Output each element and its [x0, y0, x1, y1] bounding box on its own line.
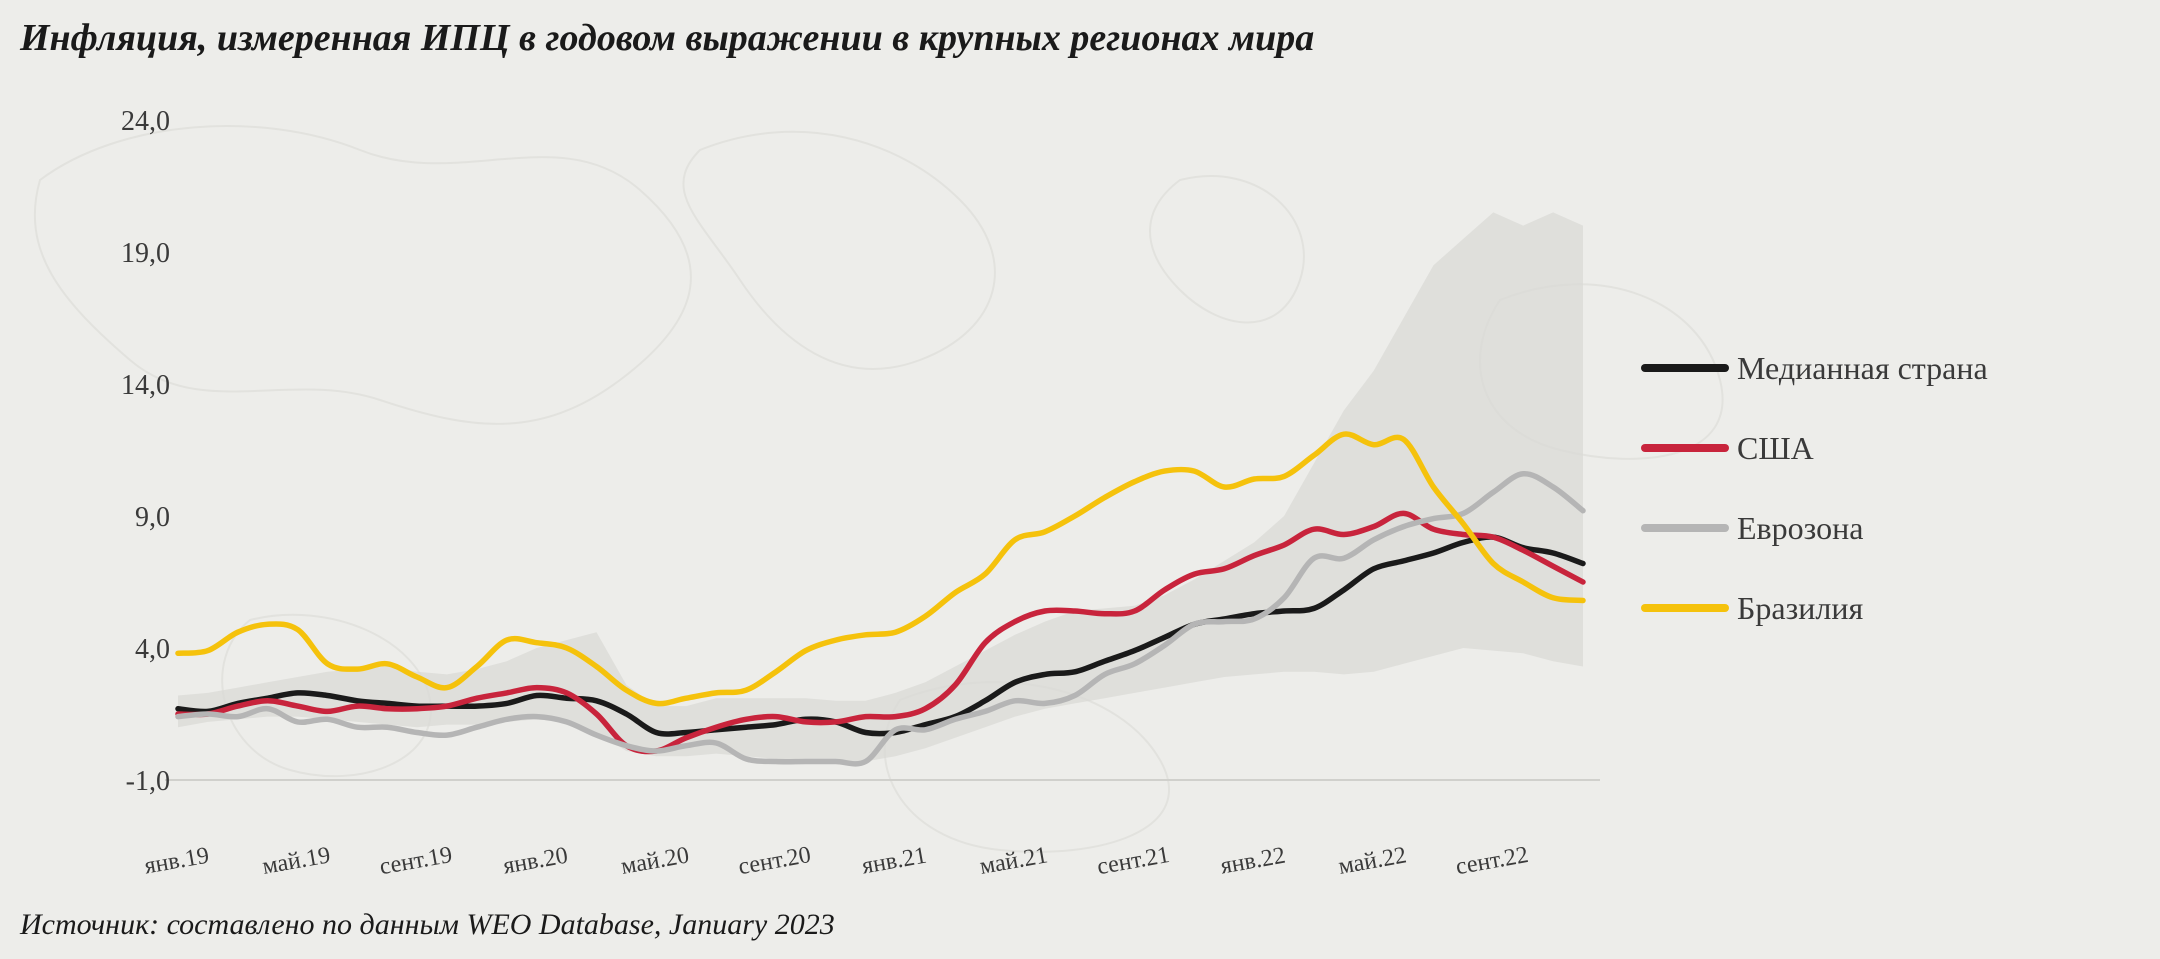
x-tick-label: сент.22	[1454, 842, 1531, 880]
legend-label: США	[1737, 430, 1814, 466]
legend-label: Еврозона	[1737, 510, 1863, 546]
y-tick-label: 24,0	[121, 106, 170, 137]
legend-label: Медианная страна	[1737, 350, 1988, 386]
x-tick-label: сент.19	[378, 842, 455, 880]
x-tick-label: сент.21	[1095, 842, 1172, 880]
legend: Медианная страна США Еврозона Бразилия	[1641, 350, 1988, 626]
range-band	[178, 212, 1583, 762]
series-line	[175, 534, 1586, 737]
x-tick-label: янв.19	[142, 843, 211, 880]
x-axis-ticks: янв.19 май.19 сент.19 янв.20 май.20 сент.20 ян…	[142, 842, 1530, 880]
series-line	[175, 431, 1586, 707]
x-tick-label: май.20	[619, 842, 691, 880]
chart-title: Инфляция, измеренная ИПЦ в годовом выраж…	[20, 17, 1315, 59]
y-tick-label: 4,0	[135, 634, 170, 665]
x-tick-label: янв.21	[860, 843, 929, 880]
legend-label: Бразилия	[1737, 590, 1863, 626]
series-lines	[175, 431, 1586, 767]
y-tick-label: 9,0	[135, 502, 170, 533]
series-line	[175, 510, 1586, 755]
y-tick-label: 14,0	[121, 370, 170, 401]
x-tick-label: май.22	[1337, 842, 1409, 880]
x-tick-label: янв.20	[501, 843, 570, 880]
y-tick-label: 19,0	[121, 238, 170, 269]
range-band-area	[178, 212, 1583, 762]
x-tick-label: сент.20	[736, 842, 813, 880]
x-tick-label: янв.22	[1219, 843, 1288, 880]
y-axis-ticks: 24,0 19,0 14,0 9,0 4,0 -1,0	[121, 106, 170, 797]
y-tick-label: -1,0	[126, 766, 170, 797]
x-tick-label: май.19	[260, 842, 332, 880]
source-note: Источник: составлено по данным WEO Datab…	[20, 908, 835, 941]
series-line	[175, 471, 1586, 767]
